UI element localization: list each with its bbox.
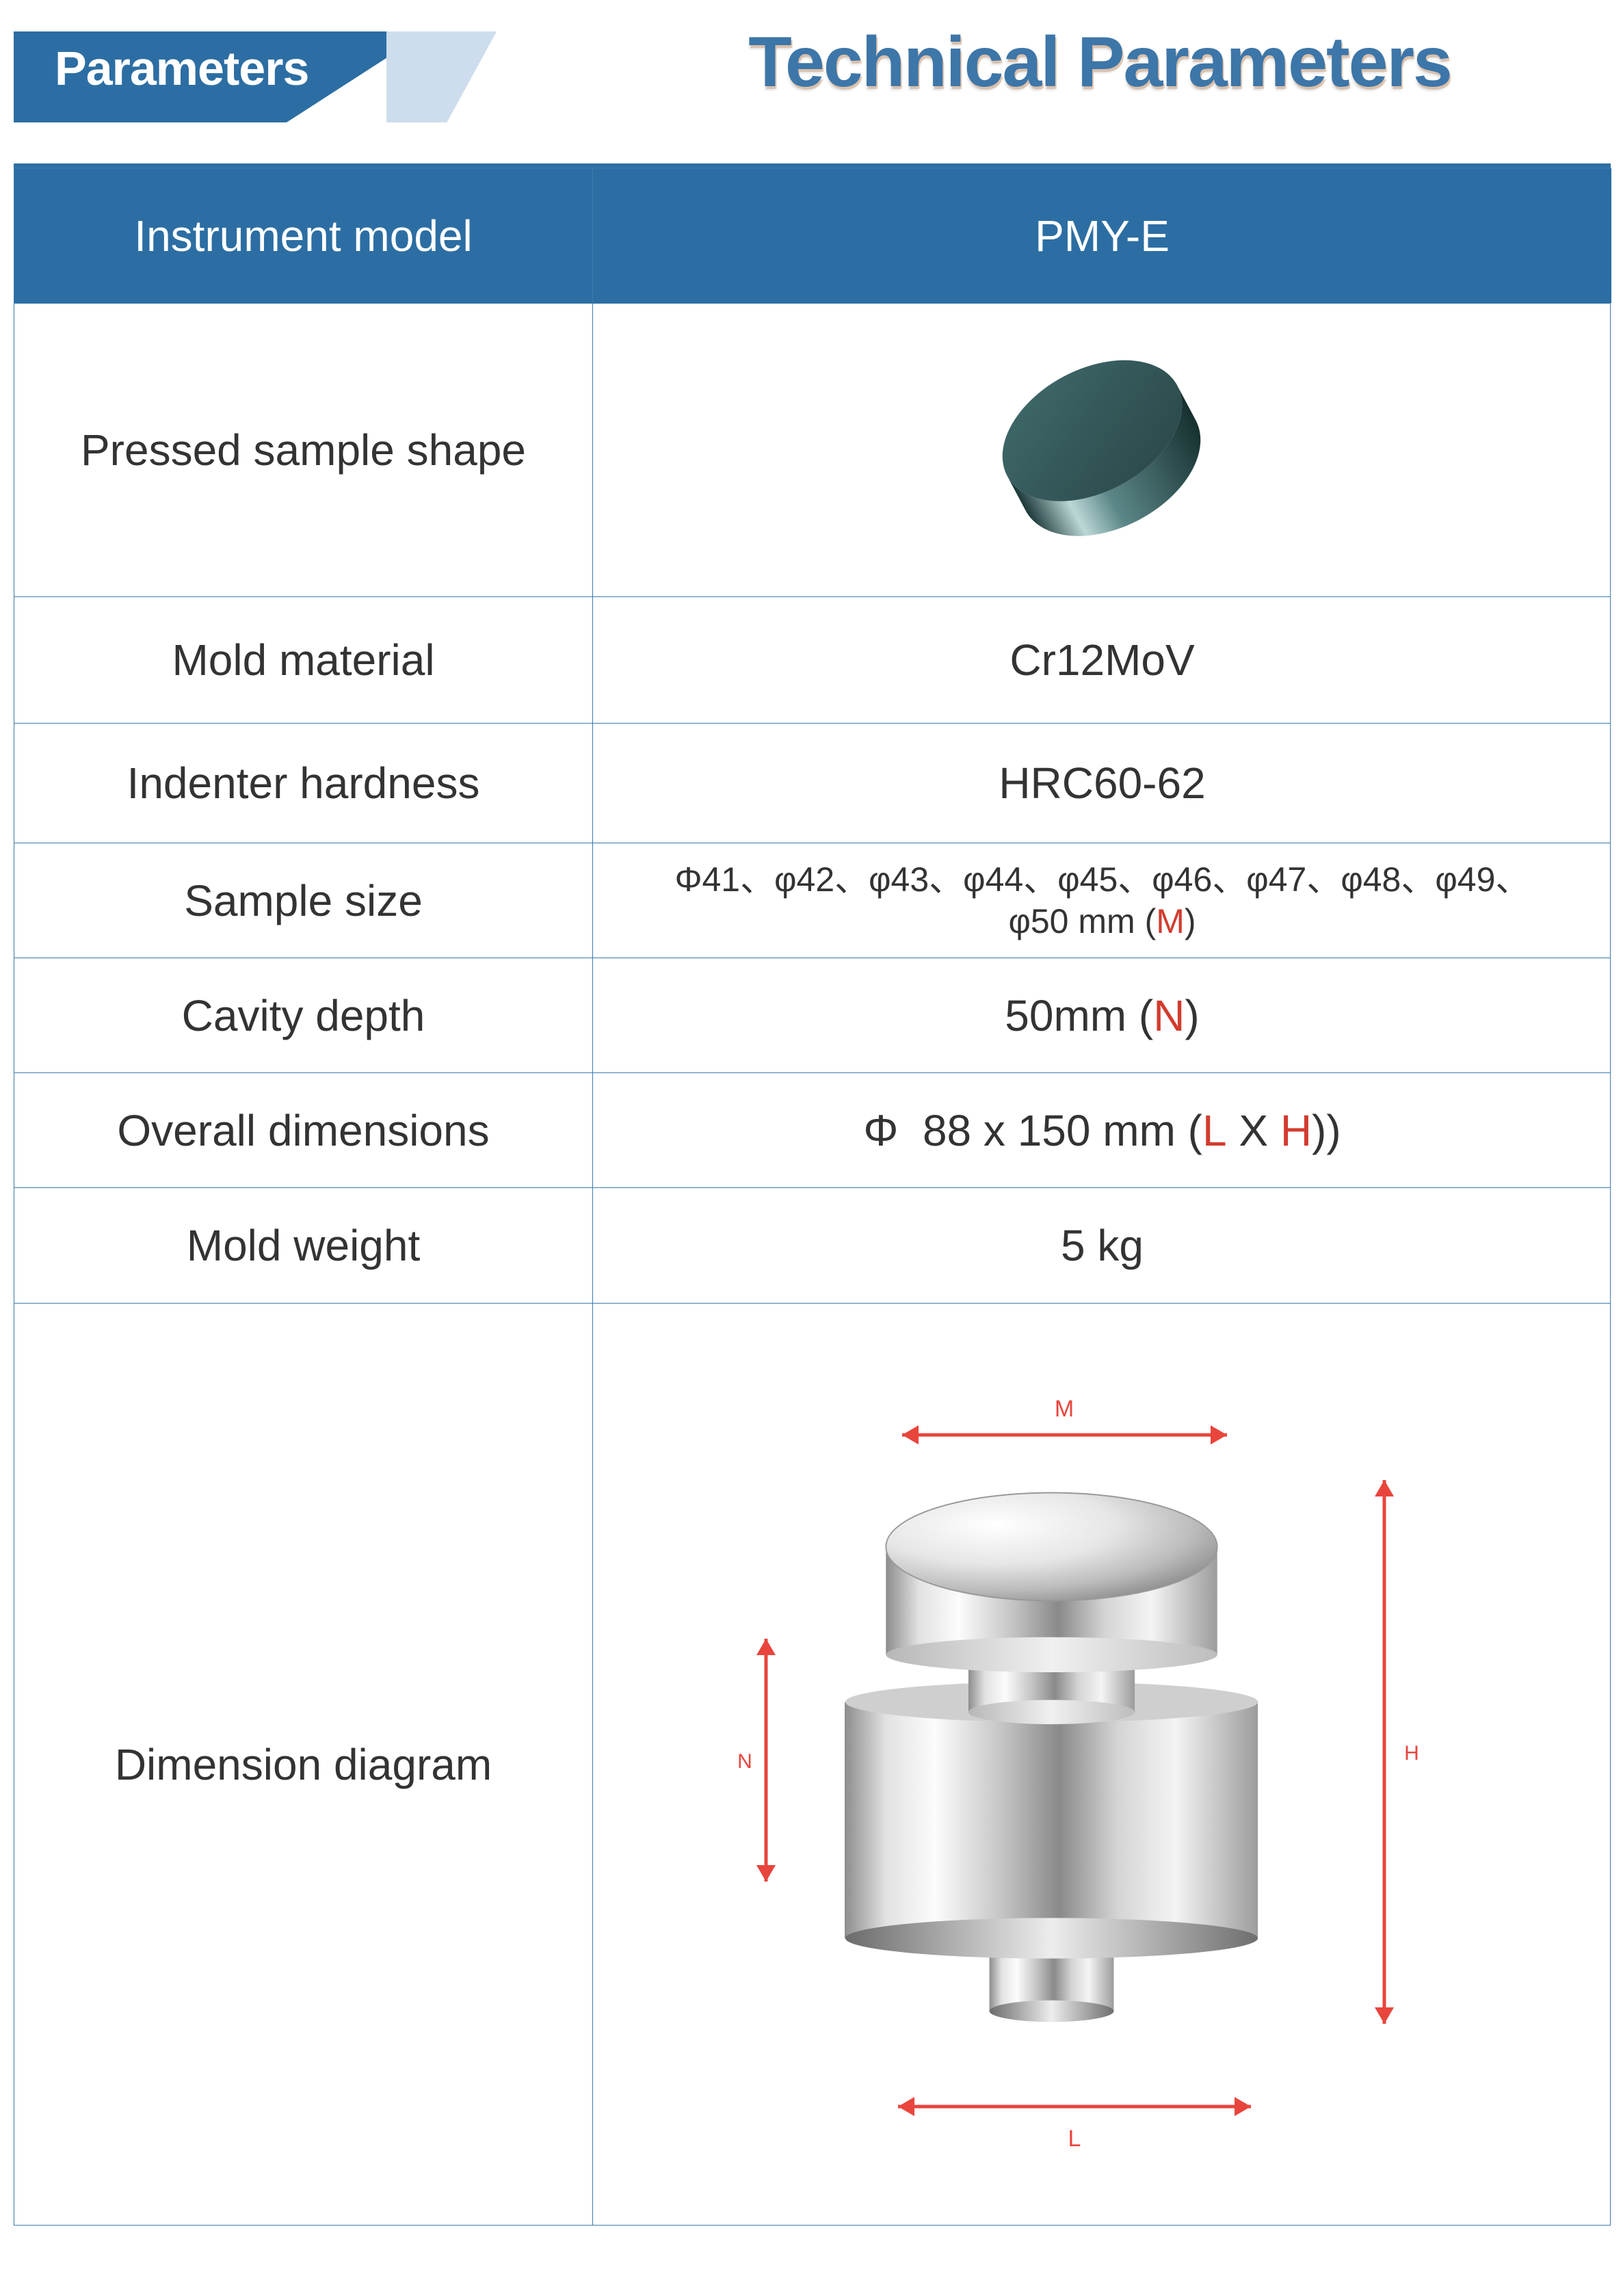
svg-text:M: M — [1055, 1396, 1074, 1422]
svg-text:L: L — [1068, 2126, 1081, 2152]
svg-text:H: H — [1404, 1742, 1419, 1765]
svg-text:N: N — [737, 1750, 752, 1773]
